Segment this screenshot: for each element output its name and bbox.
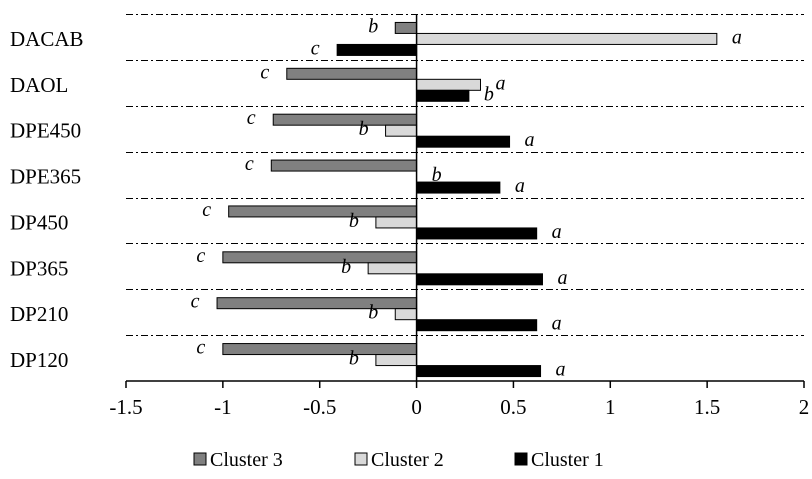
- x-tick-label: 1: [605, 395, 616, 419]
- significance-letter: a: [557, 267, 567, 289]
- bar-cluster-1: [416, 273, 543, 286]
- bar-cluster-1: [416, 181, 501, 194]
- x-tick-label: -0.5: [303, 395, 336, 419]
- bar-cluster-3: [222, 343, 418, 356]
- bar-cluster-3: [272, 113, 418, 126]
- significance-letter: a: [495, 72, 505, 94]
- bar-cluster-1: [416, 319, 538, 332]
- significance-letter: b: [432, 164, 442, 186]
- significance-letter: b: [341, 256, 351, 278]
- significance-letter: c: [202, 199, 211, 221]
- x-tick-label: 0.5: [500, 395, 526, 419]
- significance-letter: b: [484, 83, 494, 105]
- significance-letter: c: [196, 245, 205, 267]
- x-tick-label: 2: [799, 395, 810, 419]
- significance-letter: b: [349, 348, 359, 370]
- legend-swatch: [514, 452, 528, 466]
- x-tick-label: -1.5: [109, 395, 142, 419]
- bar-cluster-2: [416, 78, 481, 91]
- bar-cluster-2: [375, 354, 418, 367]
- legend-label: Cluster 3: [210, 449, 283, 471]
- significance-letter: c: [260, 61, 269, 83]
- significance-letter: c: [247, 107, 256, 129]
- bar-cluster-2: [367, 262, 418, 275]
- significance-letter: c: [311, 37, 320, 59]
- category-label: DP365: [10, 256, 68, 280]
- bar-cluster-3: [270, 159, 418, 172]
- x-tick-label: -1: [214, 395, 232, 419]
- significance-letter: a: [515, 175, 525, 197]
- bar-cluster-1: [416, 227, 538, 240]
- x-tick-label: 0: [411, 395, 422, 419]
- category-label: DP120: [10, 348, 68, 372]
- bar-cluster-1: [416, 365, 542, 378]
- significance-letter: a: [552, 313, 562, 335]
- significance-letter: b: [368, 15, 378, 37]
- significance-letter: c: [191, 291, 200, 313]
- category-label: DPE365: [10, 165, 81, 189]
- significance-letter: c: [196, 337, 205, 359]
- significance-letter: b: [368, 302, 378, 324]
- bar-cluster-3: [228, 205, 418, 218]
- bar-cluster-3: [222, 251, 418, 264]
- bar-cluster-1: [416, 89, 470, 102]
- significance-letter: a: [552, 221, 562, 243]
- bar-cluster-2: [385, 124, 418, 137]
- bar-cluster-1: [416, 135, 511, 148]
- significance-letter: c: [245, 153, 254, 175]
- significance-letter: a: [556, 359, 566, 381]
- x-tick-label: 1.5: [694, 395, 720, 419]
- legend-swatch: [193, 452, 207, 466]
- legend-label: Cluster 2: [371, 449, 444, 471]
- category-label: DP210: [10, 302, 68, 326]
- significance-letter: a: [732, 26, 742, 48]
- significance-letter: b: [349, 210, 359, 232]
- significance-letter: a: [525, 129, 535, 151]
- bar-cluster-2: [394, 308, 418, 321]
- bar-cluster-3: [394, 21, 418, 34]
- legend-label: Cluster 1: [531, 449, 604, 471]
- bar-cluster-2: [416, 32, 718, 45]
- bar-cluster-3: [286, 67, 418, 80]
- significance-letter: b: [359, 118, 369, 140]
- category-label: DACAB: [10, 27, 84, 51]
- bar-cluster-3: [216, 297, 418, 310]
- category-label: DP450: [10, 210, 68, 234]
- category-label: DAOL: [10, 73, 68, 97]
- legend-swatch: [354, 452, 368, 466]
- bar-cluster-2: [375, 216, 418, 229]
- bar-cluster-1: [336, 43, 418, 56]
- category-label: DPE450: [10, 119, 81, 143]
